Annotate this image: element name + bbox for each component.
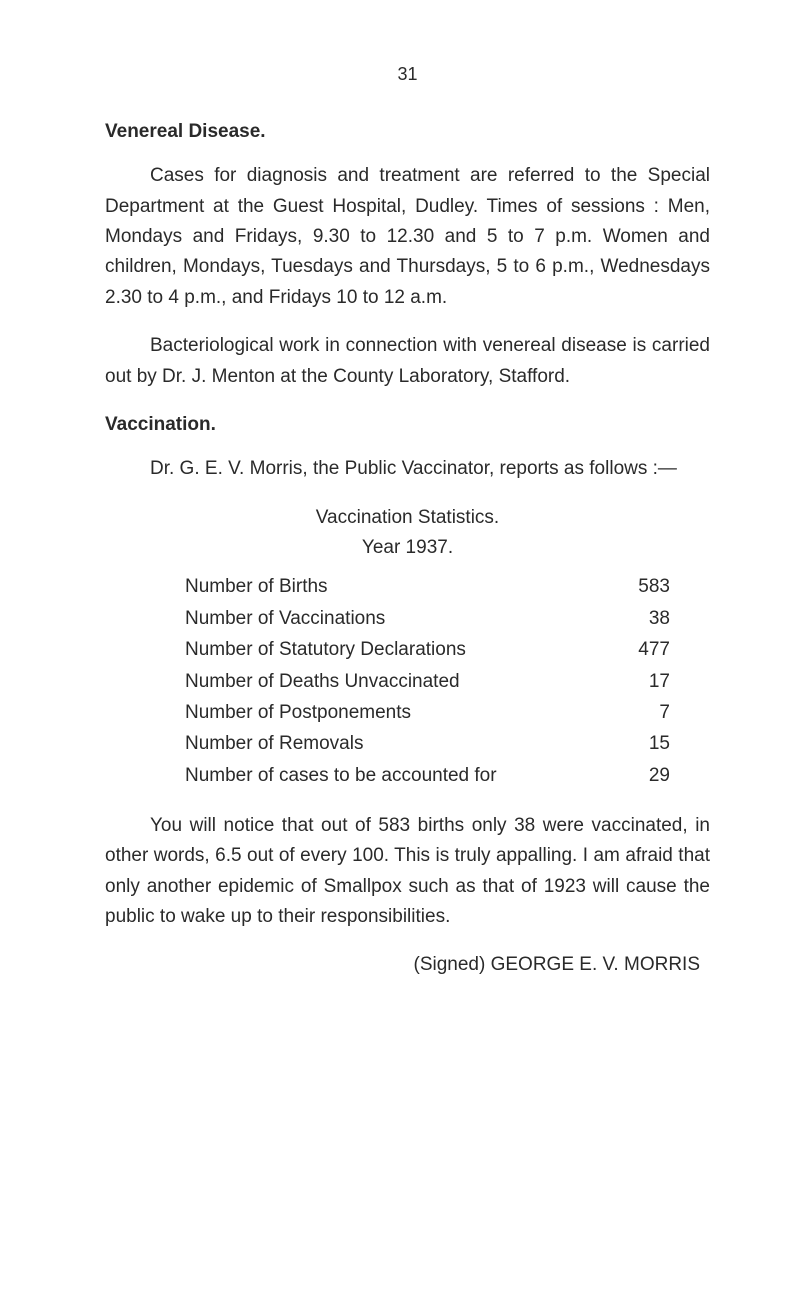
stats-label: Number of Vaccinations [185, 603, 615, 634]
stats-label: Number of Deaths Unvaccinated [185, 666, 615, 697]
stats-row: Number of Deaths Unvaccinated 17 [185, 666, 670, 697]
stats-row: Number of cases to be accounted for 29 [185, 760, 670, 791]
stats-label: Number of Statutory Declarations [185, 634, 615, 665]
stats-value: 15 [615, 728, 670, 759]
page-number: 31 [105, 60, 710, 89]
stats-label: Number of Removals [185, 728, 615, 759]
stats-value: 477 [615, 634, 670, 665]
venereal-heading: Venereal Disease. [105, 117, 710, 147]
venereal-para1: Cases for diagnosis and treatment are re… [105, 161, 710, 313]
venereal-para2: Bacteriological work in connection with … [105, 331, 710, 392]
stats-year: Year 1937. [105, 533, 710, 563]
stats-value: 7 [615, 697, 670, 728]
vaccination-intro: Dr. G. E. V. Morris, the Public Vaccinat… [105, 454, 710, 484]
stats-row: Number of Removals 15 [185, 728, 670, 759]
stats-row: Number of Births 583 [185, 571, 670, 602]
stats-value: 17 [615, 666, 670, 697]
stats-label: Number of Births [185, 571, 615, 602]
stats-label: Number of cases to be accounted for [185, 760, 615, 791]
vaccination-conclusion: You will notice that out of 583 births o… [105, 811, 710, 933]
stats-value: 38 [615, 603, 670, 634]
stats-row: Number of Statutory Declarations 477 [185, 634, 670, 665]
stats-value: 583 [615, 571, 670, 602]
stats-value: 29 [615, 760, 670, 791]
stats-title: Vaccination Statistics. [105, 503, 710, 533]
stats-row: Number of Postponements 7 [185, 697, 670, 728]
stats-label: Number of Postponements [185, 697, 615, 728]
stats-row: Number of Vaccinations 38 [185, 603, 670, 634]
vaccination-heading: Vaccination. [105, 410, 710, 440]
signature: (Signed) GEORGE E. V. MORRIS [105, 950, 710, 980]
stats-table: Number of Births 583 Number of Vaccinati… [185, 571, 670, 790]
